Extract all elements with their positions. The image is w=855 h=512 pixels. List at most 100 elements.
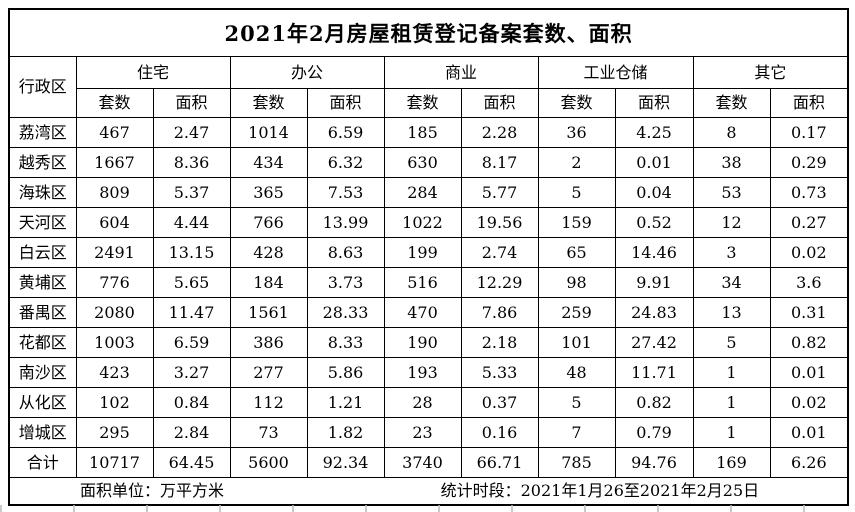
value-cell: 1667: [75, 147, 154, 178]
value-cell: 7.86: [460, 297, 539, 328]
col-header-area: 面积: [769, 88, 849, 118]
district-cell: 合计: [8, 447, 77, 478]
value-cell: 65: [537, 237, 616, 268]
area-unit-note: 面积单位：万平方米: [80, 481, 225, 500]
table-row: 南沙区 423 3.27 277 5.86 193 5.33 48 11.71 1 0.01: [8, 357, 849, 388]
value-cell: 3.27: [152, 357, 231, 388]
footer-note-cell: 面积单位：万平方米 统计时段：2021年1月26至2021年2月25日: [8, 477, 849, 506]
value-cell: 3.73: [306, 267, 385, 298]
value-cell: 2080: [75, 297, 154, 328]
value-cell: 34: [692, 267, 771, 298]
value-cell: 102: [75, 387, 154, 418]
value-cell: 5.37: [152, 177, 231, 208]
value-cell: 0.31: [769, 297, 849, 328]
value-cell: 0.29: [769, 147, 849, 178]
value-cell: 13: [692, 297, 771, 328]
value-cell: 5.65: [152, 267, 231, 298]
value-cell: 2: [537, 147, 616, 178]
value-cell: 5.86: [306, 357, 385, 388]
rental-registration-table: 2021年2月房屋租赁登记备案套数、面积 行政区 住宅 办公 商业 工业仓储 其…: [8, 8, 850, 506]
value-cell: 0.04: [614, 177, 694, 208]
table-row: 增城区 295 2.84 73 1.82 23 0.16 7 0.79 1 0.01: [8, 417, 849, 448]
value-cell: 73: [229, 417, 308, 448]
value-cell: 23: [383, 417, 462, 448]
value-cell: 199: [383, 237, 462, 268]
value-cell: 28: [383, 387, 462, 418]
value-cell: 284: [383, 177, 462, 208]
value-cell: 295: [75, 417, 154, 448]
value-cell: 48: [537, 357, 616, 388]
district-cell: 增城区: [8, 417, 77, 448]
value-cell: 3740: [383, 447, 462, 478]
value-cell: 434: [229, 147, 308, 178]
value-cell: 159: [537, 207, 616, 238]
value-cell: 0.52: [614, 207, 694, 238]
value-cell: 0.02: [769, 387, 849, 418]
col-header-district: 行政区: [8, 56, 77, 118]
value-cell: 1.21: [306, 387, 385, 418]
value-cell: 5: [692, 327, 771, 358]
group-header-row: 行政区 住宅 办公 商业 工业仓储 其它: [8, 56, 849, 118]
table-row: 番禺区 2080 11.47 1561 28.33 470 7.86 259 24.83 13 0.…: [8, 297, 849, 328]
district-cell: 从化区: [8, 387, 77, 418]
value-cell: 0.73: [769, 177, 849, 208]
total-row: 合计 10717 64.45 5600 92.34 3740 66.71 785 94.76 16…: [8, 447, 849, 478]
value-cell: 0.37: [460, 387, 539, 418]
value-cell: 92.34: [306, 447, 385, 478]
value-cell: 0.17: [769, 117, 849, 148]
col-group-other: 其它: [692, 56, 849, 89]
value-cell: 3.6: [769, 267, 849, 298]
value-cell: 4.44: [152, 207, 231, 238]
value-cell: 0.79: [614, 417, 694, 448]
value-cell: 365: [229, 177, 308, 208]
value-cell: 1003: [75, 327, 154, 358]
value-cell: 94.76: [614, 447, 694, 478]
value-cell: 6.26: [769, 447, 849, 478]
value-cell: 101: [537, 327, 616, 358]
value-cell: 0.82: [769, 327, 849, 358]
district-cell: 天河区: [8, 207, 77, 238]
value-cell: 1561: [229, 297, 308, 328]
value-cell: 386: [229, 327, 308, 358]
value-cell: 0.27: [769, 207, 849, 238]
value-cell: 428: [229, 237, 308, 268]
title-row: 2021年2月房屋租赁登记备案套数、面积: [8, 8, 849, 57]
col-header-area: 面积: [152, 88, 231, 118]
value-cell: 6.59: [306, 117, 385, 148]
value-cell: 13.99: [306, 207, 385, 238]
value-cell: 53: [692, 177, 771, 208]
value-cell: 2491: [75, 237, 154, 268]
value-cell: 467: [75, 117, 154, 148]
col-header-area: 面积: [306, 88, 385, 118]
value-cell: 0.01: [769, 417, 849, 448]
district-cell: 海珠区: [8, 177, 77, 208]
value-cell: 2.74: [460, 237, 539, 268]
district-cell: 荔湾区: [8, 117, 77, 148]
value-cell: 2.18: [460, 327, 539, 358]
value-cell: 10717: [75, 447, 154, 478]
col-header-units: 套数: [75, 88, 154, 118]
value-cell: 190: [383, 327, 462, 358]
district-cell: 白云区: [8, 237, 77, 268]
table-row: 白云区 2491 13.15 428 8.63 199 2.74 65 14.46 3 0.02: [8, 237, 849, 268]
value-cell: 5.33: [460, 357, 539, 388]
value-cell: 8.36: [152, 147, 231, 178]
value-cell: 0.84: [152, 387, 231, 418]
col-header-units: 套数: [537, 88, 616, 118]
value-cell: 112: [229, 387, 308, 418]
value-cell: 0.82: [614, 387, 694, 418]
district-cell: 番禺区: [8, 297, 77, 328]
value-cell: 785: [537, 447, 616, 478]
value-cell: 1: [692, 387, 771, 418]
value-cell: 98: [537, 267, 616, 298]
table-row: 从化区 102 0.84 112 1.21 28 0.37 5 0.82 1 0.02: [8, 387, 849, 418]
value-cell: 3: [692, 237, 771, 268]
value-cell: 1022: [383, 207, 462, 238]
footer-note-row: 面积单位：万平方米 统计时段：2021年1月26至2021年2月25日: [8, 477, 849, 506]
value-cell: 8.63: [306, 237, 385, 268]
district-cell: 花都区: [8, 327, 77, 358]
col-header-area: 面积: [614, 88, 694, 118]
value-cell: 14.46: [614, 237, 694, 268]
value-cell: 11.47: [152, 297, 231, 328]
